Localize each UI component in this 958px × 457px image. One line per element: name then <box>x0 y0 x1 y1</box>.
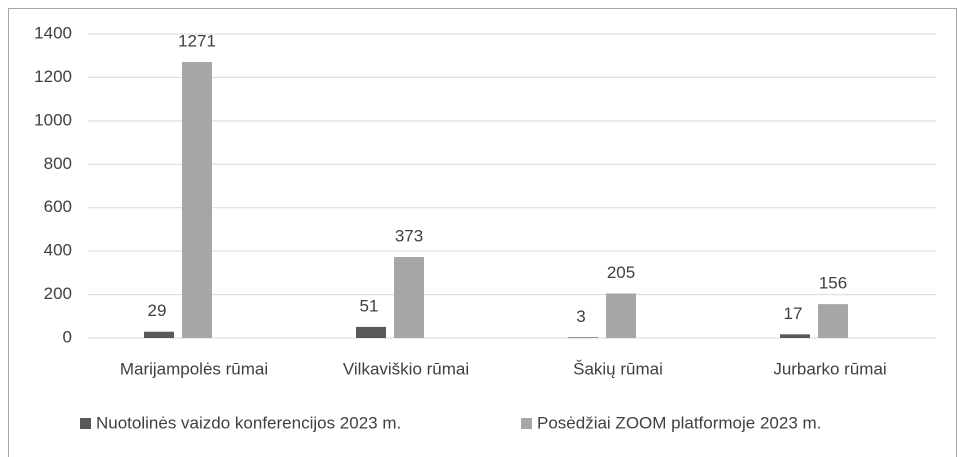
bar <box>182 62 212 339</box>
data-label: 156 <box>819 274 847 293</box>
bar <box>144 331 174 338</box>
bar <box>568 337 598 338</box>
y-tick-label: 400 <box>44 241 72 260</box>
y-tick-label: 1400 <box>34 23 72 42</box>
data-label: 29 <box>148 301 167 320</box>
bar <box>394 257 424 338</box>
bar <box>356 326 386 338</box>
data-label: 51 <box>360 296 379 315</box>
legend-swatch <box>521 418 532 429</box>
data-label: 3 <box>576 307 585 326</box>
y-tick-label: 1000 <box>34 110 72 129</box>
y-tick-label: 1200 <box>34 67 72 86</box>
y-tick-label: 800 <box>44 154 72 173</box>
x-tick-label: Marijampolės rūmai <box>120 359 268 378</box>
bar <box>780 334 810 338</box>
y-tick-label: 200 <box>44 284 72 303</box>
data-label: 17 <box>784 304 803 323</box>
data-label: 1271 <box>178 31 216 50</box>
y-tick-label: 600 <box>44 197 72 216</box>
legend-swatch <box>80 418 91 429</box>
data-label: 373 <box>395 226 423 245</box>
legend-label: Posėdžiai ZOOM platformoje 2023 m. <box>537 413 821 432</box>
x-tick-label: Vilkaviškio rūmai <box>343 359 469 378</box>
legend-label: Nuotolinės vaizdo konferencijos 2023 m. <box>96 413 401 432</box>
y-tick-label: 0 <box>63 327 72 346</box>
chart-frame <box>8 8 957 457</box>
x-tick-label: Jurbarko rūmai <box>773 359 886 378</box>
x-tick-label: Šakių rūmai <box>573 359 663 378</box>
bar <box>818 304 848 338</box>
bar <box>606 293 636 338</box>
data-label: 205 <box>607 263 635 282</box>
